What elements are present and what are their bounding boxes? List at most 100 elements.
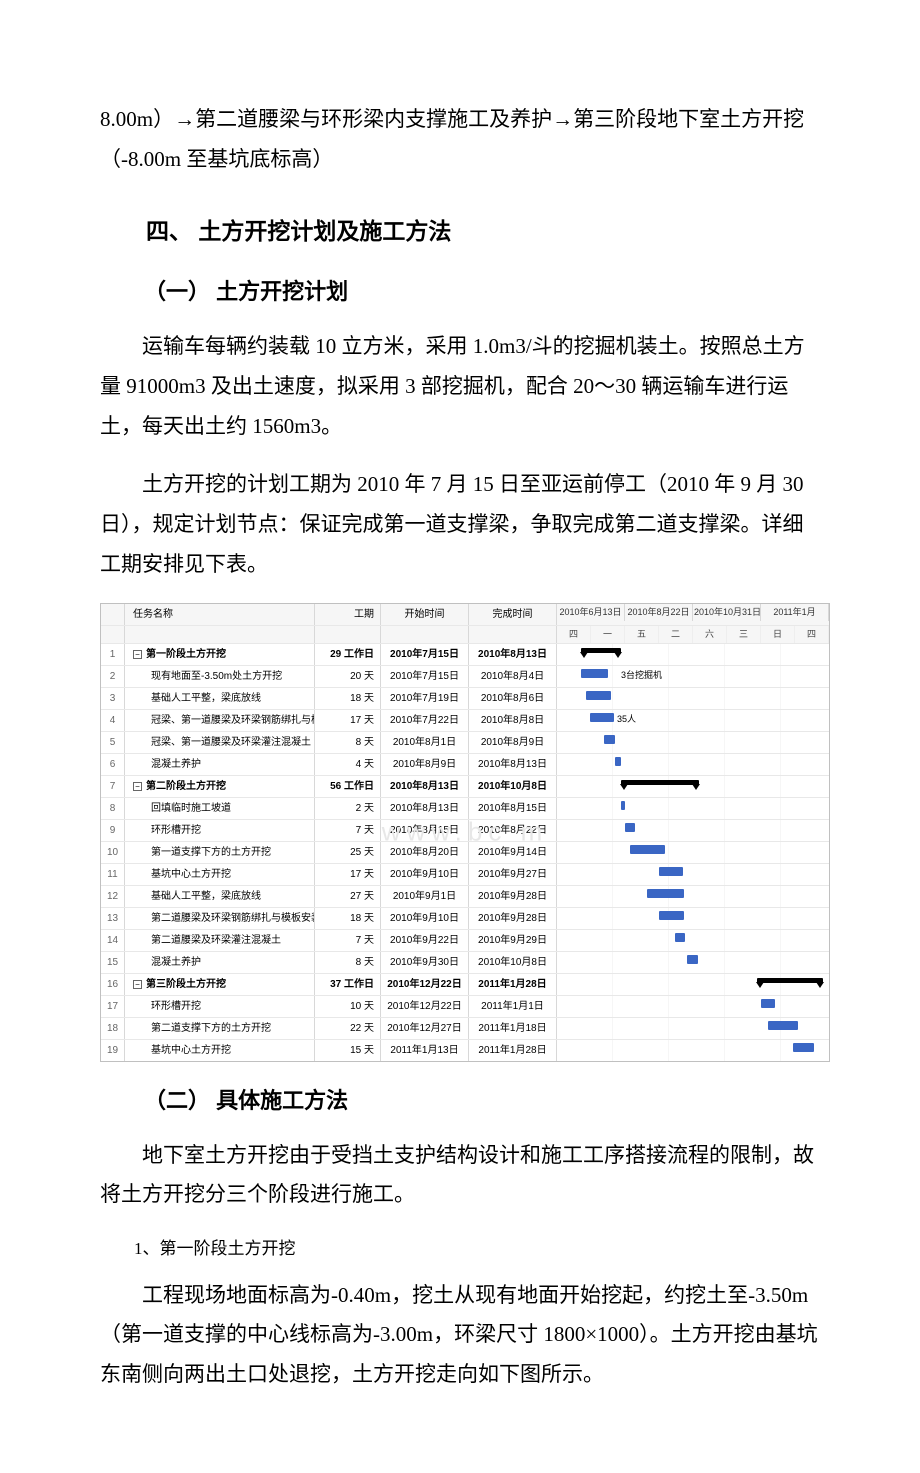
gantt-row-id: 14 [101,930,125,951]
gantt-task-bar [761,999,775,1008]
gantt-month-cell: 2010年6月13日 [557,604,625,621]
gantt-week-cell: 日 [761,626,795,643]
gantt-bar-cell [557,732,829,753]
gantt-end: 2010年10月8日 [469,952,557,973]
gantt-month-cell: 2010年8月22日 [625,604,693,621]
gantt-end: 2010年8月13日 [469,644,557,665]
gantt-week-cell: 五 [625,626,659,643]
gantt-bar-cell [557,930,829,951]
gantt-task-bar [581,669,608,678]
gantt-col-start: 开始时间 [381,604,469,625]
gantt-data-row: 9环形槽开挖7 天2010年8月15日2010年8月22日 [101,820,829,842]
gantt-task-bar [659,867,683,876]
gantt-task-bar [590,713,614,722]
gantt-task-name: 基础人工平整，梁底放线 [125,688,315,709]
gantt-row-id: 10 [101,842,125,863]
gantt-row-id: 2 [101,666,125,687]
gantt-start: 2010年12月22日 [381,974,469,995]
gantt-row-id: 16 [101,974,125,995]
gantt-row-id: 11 [101,864,125,885]
gantt-task-name: 第二道支撑下方的土方开挖 [125,1018,315,1039]
gantt-duration: 7 天 [315,820,381,841]
gantt-start: 2010年12月22日 [381,996,469,1017]
paragraph-plan-1: 运输车每辆约装载 10 立方米，采用 1.0m3/斗的挖掘机装土。按照总土方量 … [100,327,820,447]
gantt-start: 2010年8月1日 [381,732,469,753]
gantt-duration: 17 天 [315,864,381,885]
gantt-start: 2010年12月27日 [381,1018,469,1039]
gantt-task-name: 环形槽开挖 [125,996,315,1017]
gantt-data-row: 2现有地面至-3.50m处土方开挖20 天2010年7月15日2010年8月4日… [101,666,829,688]
gantt-task-name: 基础人工平整，梁底放线 [125,886,315,907]
gantt-row-id: 19 [101,1040,125,1061]
gantt-month-cell: 2011年1月 [761,604,829,621]
section-4-1-title: （一） 土方开挖计划 [100,271,820,313]
gantt-duration: 56 工作日 [315,776,381,797]
collapse-icon[interactable]: − [133,980,142,989]
gantt-summary-bar [581,648,621,653]
gantt-row-id: 5 [101,732,125,753]
gantt-bar-cell [557,798,829,819]
gantt-task-bar [615,757,621,766]
gantt-start: 2010年8月9日 [381,754,469,775]
gantt-start: 2010年7月22日 [381,710,469,731]
gantt-end: 2011年1月1日 [469,996,557,1017]
gantt-task-bar [768,1021,798,1030]
gantt-task-name: 第二道腰梁及环梁钢筋绑扎与模板安装 [125,908,315,929]
gantt-start: 2010年9月1日 [381,886,469,907]
gantt-start: 2010年8月20日 [381,842,469,863]
paragraph-plan-2: 土方开挖的计划工期为 2010 年 7 月 15 日至亚运前停工（2010 年 … [100,465,820,585]
gantt-subheader-row: 四一五二六三日四 [101,626,829,644]
gantt-duration: 18 天 [315,688,381,709]
gantt-task-name: −第二阶段土方开挖 [125,776,315,797]
gantt-col-task: 任务名称 [125,604,315,625]
gantt-data-row: 4冠梁、第一道腰梁及环梁钢筋绑扎与模板安装17 天2010年7月22日2010年… [101,710,829,732]
gantt-data-row: 15混凝土养护8 天2010年9月30日2010年10月8日 [101,952,829,974]
gantt-end: 2010年9月28日 [469,908,557,929]
gantt-end: 2011年1月18日 [469,1018,557,1039]
gantt-duration: 8 天 [315,732,381,753]
gantt-end: 2010年10月8日 [469,776,557,797]
gantt-data-row: 17环形槽开挖10 天2010年12月22日2011年1月1日 [101,996,829,1018]
gantt-duration: 7 天 [315,930,381,951]
gantt-bar-cell [557,864,829,885]
gantt-end: 2010年9月27日 [469,864,557,885]
gantt-data-row: 13第二道腰梁及环梁钢筋绑扎与模板安装18 天2010年9月10日2010年9月… [101,908,829,930]
gantt-start: 2010年9月30日 [381,952,469,973]
gantt-start: 2010年9月22日 [381,930,469,951]
gantt-row-id: 9 [101,820,125,841]
collapse-icon[interactable]: − [133,782,142,791]
gantt-bar-annotation: 3台挖掘机 [621,667,662,684]
gantt-task-name: 冠梁、第一道腰梁及环梁钢筋绑扎与模板安装 [125,710,315,731]
gantt-col-dur: 工期 [315,604,381,625]
gantt-duration: 27 天 [315,886,381,907]
gantt-duration: 2 天 [315,798,381,819]
collapse-icon[interactable]: − [133,650,142,659]
gantt-task-bar [687,955,698,964]
gantt-duration: 4 天 [315,754,381,775]
gantt-header-row: 任务名称 工期 开始时间 完成时间 2010年6月13日2010年8月22日20… [101,604,829,626]
gantt-start: 2010年7月15日 [381,644,469,665]
gantt-task-name: −第三阶段土方开挖 [125,974,315,995]
gantt-task-name: −第一阶段土方开挖 [125,644,315,665]
gantt-data-row: 10第一道支撑下方的土方开挖25 天2010年8月20日2010年9月14日 [101,842,829,864]
gantt-bar-cell: 35人 [557,710,829,731]
phase-1-label: 1、第一阶段土方开挖 [100,1233,820,1265]
gantt-bar-cell [557,754,829,775]
gantt-task-name: 现有地面至-3.50m处土方开挖 [125,666,315,687]
gantt-bar-cell [557,776,829,797]
gantt-duration: 20 天 [315,666,381,687]
gantt-bar-cell [557,1040,829,1061]
gantt-duration: 8 天 [315,952,381,973]
gantt-week-cell: 三 [727,626,761,643]
gantt-week-cell: 一 [591,626,625,643]
gantt-data-row: 18第二道支撑下方的土方开挖22 天2010年12月27日2011年1月18日 [101,1018,829,1040]
gantt-task-bar [630,845,665,854]
gantt-chart: www.bc m 任务名称 工期 开始时间 完成时间 2010年6月13日201… [100,603,830,1062]
gantt-start: 2010年8月13日 [381,798,469,819]
gantt-task-bar [625,823,635,832]
gantt-col-id [101,604,125,625]
gantt-start: 2011年1月13日 [381,1040,469,1061]
gantt-task-name: 冠梁、第一道腰梁及环梁灌注混凝土 [125,732,315,753]
gantt-row-id: 3 [101,688,125,709]
gantt-bar-cell: 3台挖掘机 [557,666,829,687]
